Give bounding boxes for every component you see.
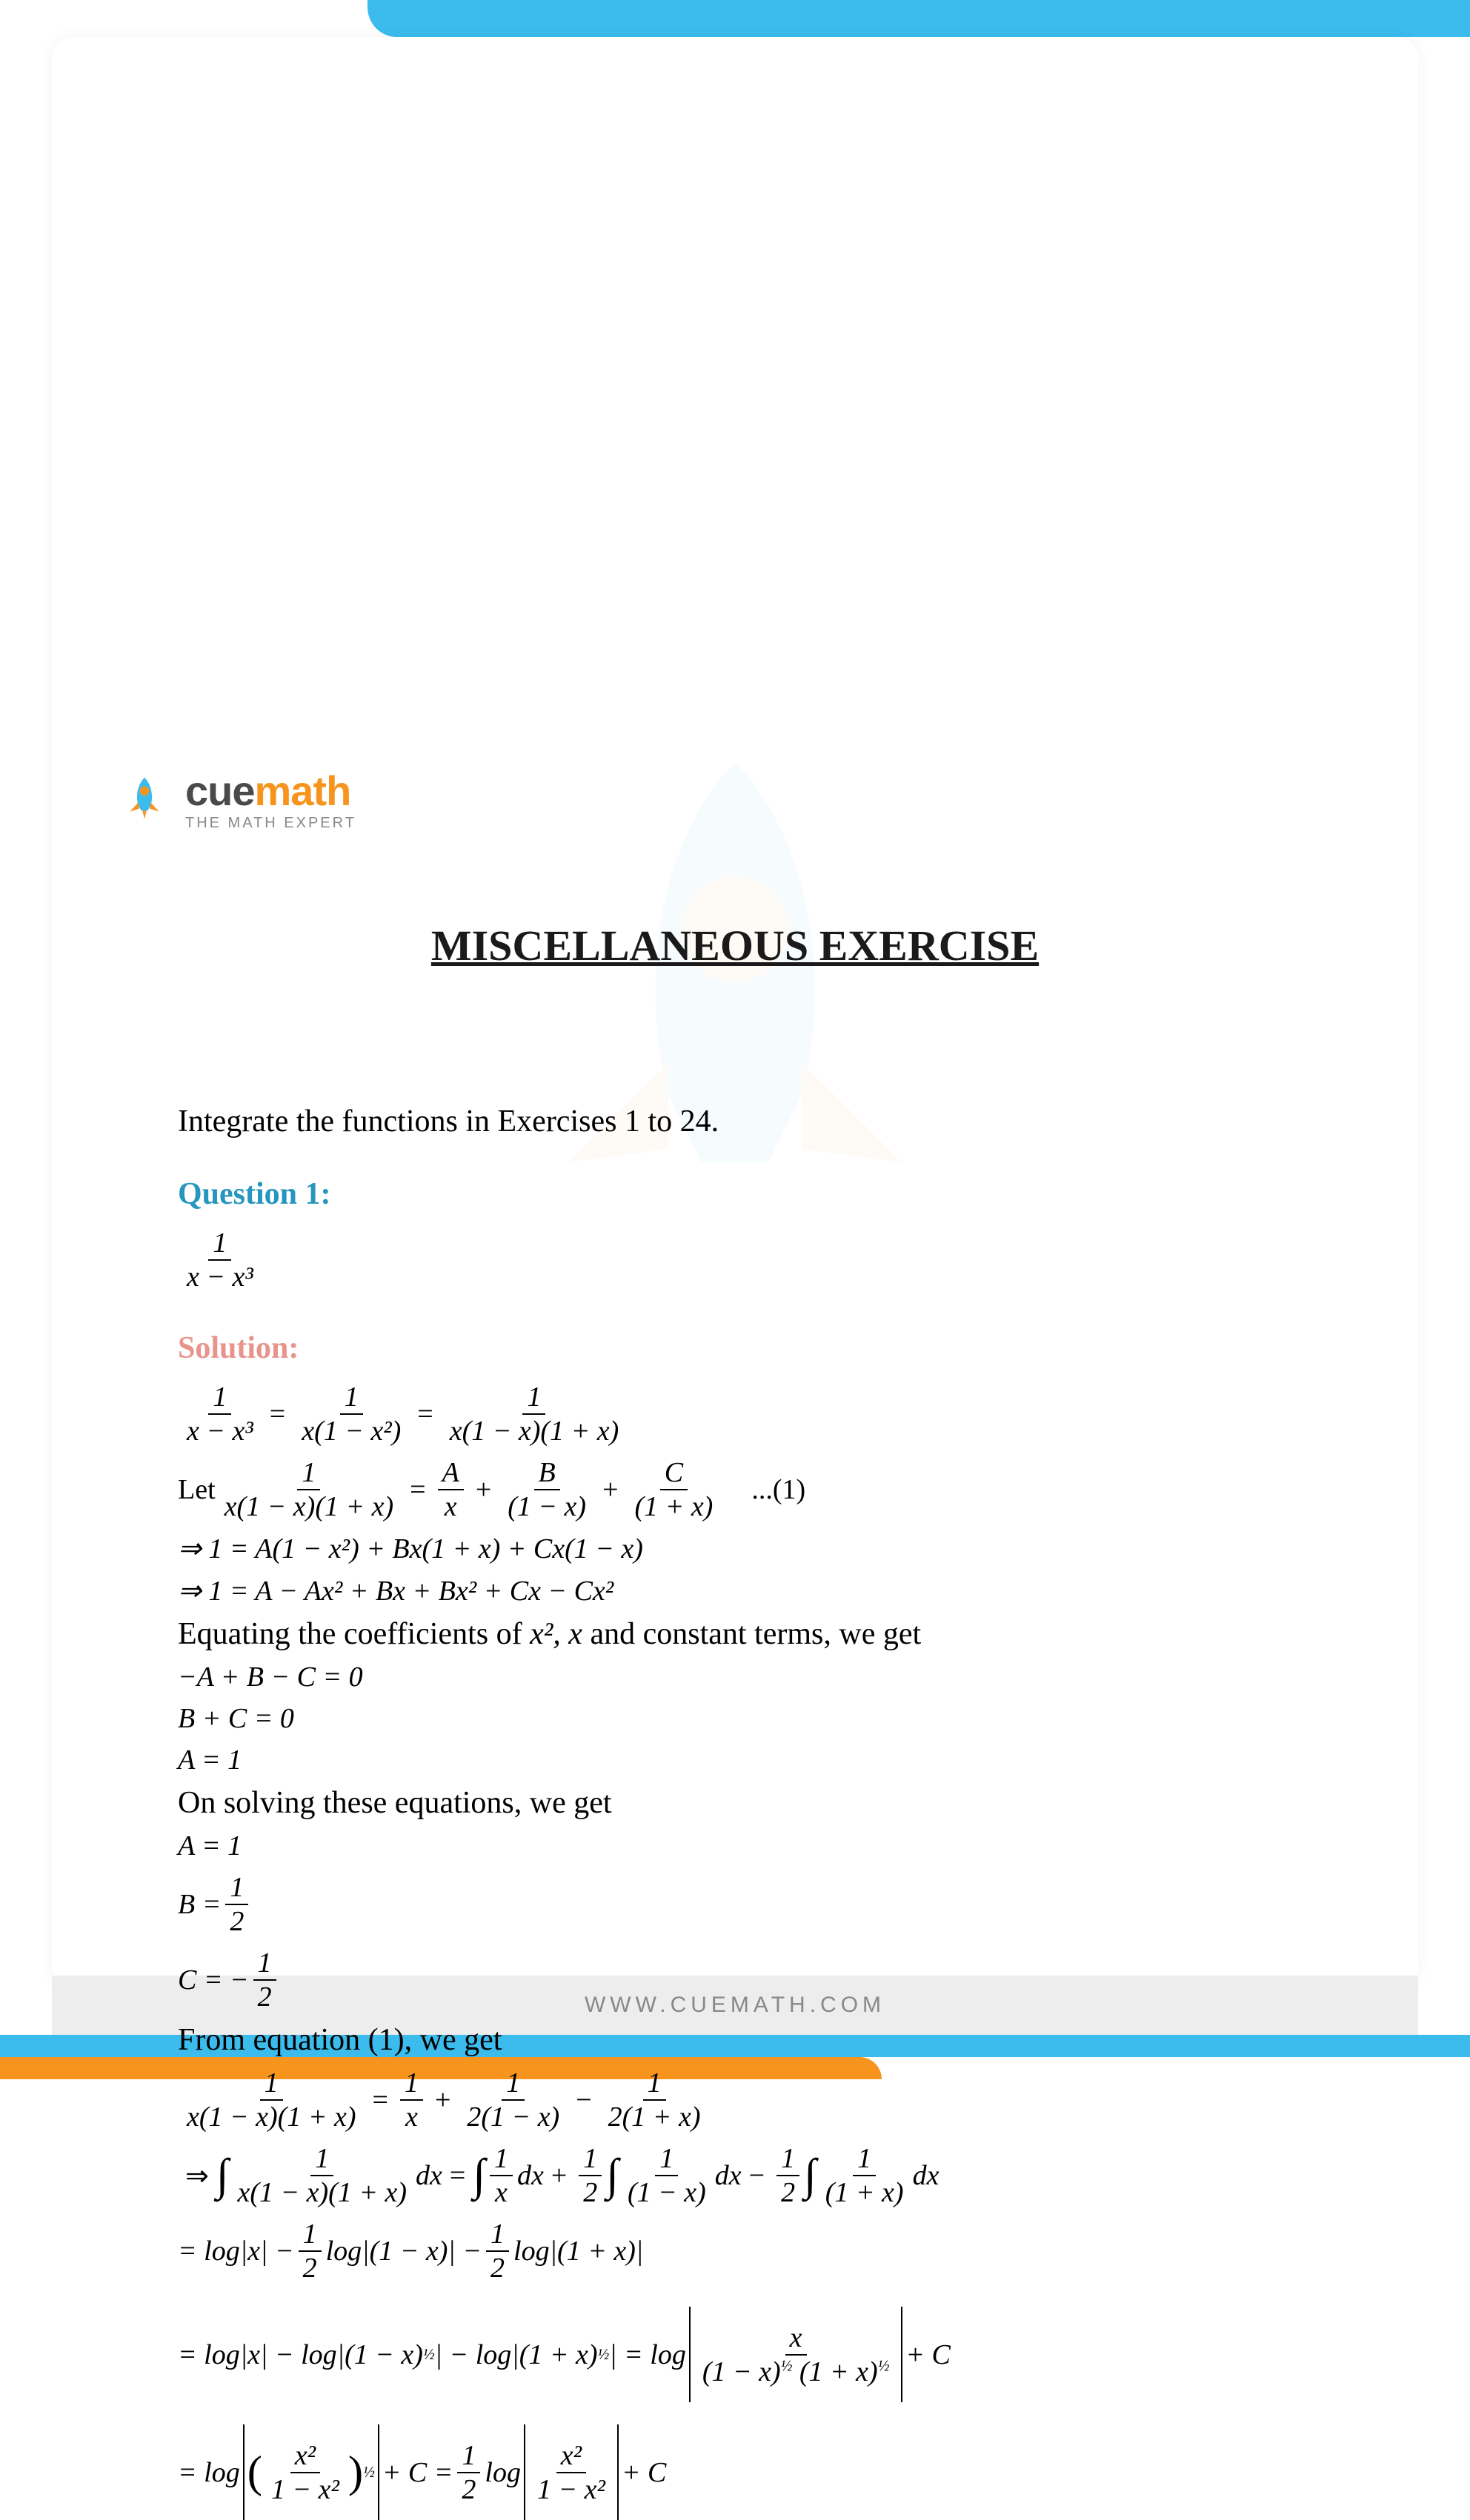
solution-step4: ⇒ 1 = A − Ax² + Bx + Bx² + Cx − Cx² <box>178 1574 1351 1607</box>
solution-step3: ⇒ 1 = A(1 − x²) + Bx(1 + x) + Cx(1 − x) <box>178 1532 1351 1565</box>
brand-name: cuemath <box>185 767 356 815</box>
brand-tagline: THE MATH EXPERT <box>185 815 356 832</box>
coefficients-text: Equating the coefficients of x², x and c… <box>178 1616 1351 1652</box>
integration-line: ⇒ ∫ 1x(1 − x)(1 + x) dx = ∫ 1x dx + 12 ∫… <box>178 2142 1351 2209</box>
log-result-1: = log|x| − 12 log|(1 − x)| − 12 log|(1 +… <box>178 2218 1351 2284</box>
from-equation-text: From equation (1), we get <box>178 2022 1351 2058</box>
brand-logo-area: cuemath THE MATH EXPERT <box>119 767 1351 832</box>
solved-B: B = 12 <box>178 1871 1351 1938</box>
content-area: Integrate the functions in Exercises 1 t… <box>119 1104 1351 2520</box>
question-expression: 1 x − x³ <box>178 1227 1351 1293</box>
page-card: cuemath THE MATH EXPERT MISCELLANEOUS EX… <box>52 37 1418 1990</box>
question-fraction: 1 x − x³ <box>182 1227 258 1293</box>
brand-text: cuemath THE MATH EXPERT <box>185 767 356 832</box>
solving-text: On solving these equations, we get <box>178 1785 1351 1821</box>
eq-system-1: −A + B − C = 0 <box>178 1661 1351 1693</box>
log-result-2: = log|x| − log|(1 − x)½ | − log|(1 + x)½… <box>178 2307 1351 2402</box>
eq-system-2: B + C = 0 <box>178 1702 1351 1735</box>
top-decorative-bar <box>368 0 1470 37</box>
exercise-instruction: Integrate the functions in Exercises 1 t… <box>178 1104 1351 1139</box>
solved-A: A = 1 <box>178 1830 1351 1862</box>
solution-step2: Let 1x(1 − x)(1 + x) = Ax + B(1 − x) + C… <box>178 1456 1351 1523</box>
question-label: Question 1: <box>178 1176 1351 1212</box>
solution-label: Solution: <box>178 1330 1351 1366</box>
eq-system-3: A = 1 <box>178 1744 1351 1776</box>
brand-name-part1: cue <box>185 767 255 814</box>
solved-C: C = − 12 <box>178 1947 1351 2013</box>
brand-name-part2: math <box>255 767 351 814</box>
partial-fractions-result: 1x(1 − x)(1 + x) = 1x + 12(1 − x) − 12(1… <box>178 2067 1351 2133</box>
solution-step1: 1x − x³ = 1x(1 − x²) = 1x(1 − x)(1 + x) <box>178 1381 1351 1447</box>
log-result-3: = log ( x² 1 − x² )½ + C = 12 log x² 1 −… <box>178 2424 1351 2520</box>
rocket-icon <box>119 773 170 825</box>
page-title: MISCELLANEOUS EXERCISE <box>119 921 1351 970</box>
